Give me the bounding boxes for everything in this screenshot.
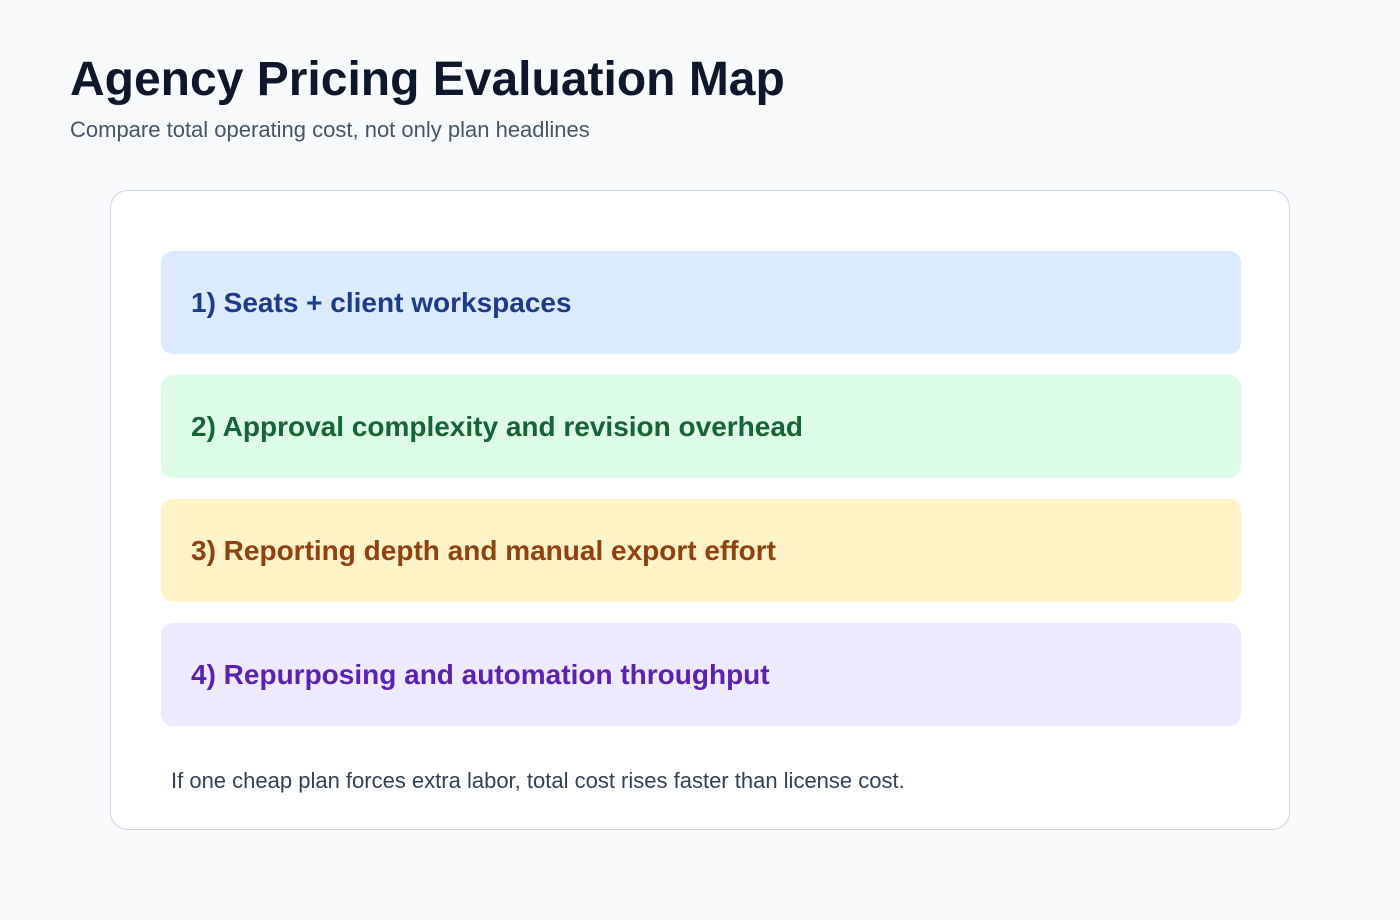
step-seats-workspaces: 1) Seats + client workspaces xyxy=(161,251,1241,354)
step-label: 4) Repurposing and automation throughput xyxy=(191,658,770,690)
evaluation-map-card: 1) Seats + client workspaces 2) Approval… xyxy=(110,190,1290,830)
step-label: 1) Seats + client workspaces xyxy=(191,286,572,318)
step-label: 3) Reporting depth and manual export eff… xyxy=(191,534,776,566)
page-subtitle: Compare total operating cost, not only p… xyxy=(70,117,590,142)
step-repurposing-automation: 4) Repurposing and automation throughput xyxy=(161,623,1241,726)
step-approval-complexity: 2) Approval complexity and revision over… xyxy=(161,375,1241,478)
page-title: Agency Pricing Evaluation Map xyxy=(70,53,785,106)
step-label: 2) Approval complexity and revision over… xyxy=(191,410,804,442)
footnote: If one cheap plan forces extra labor, to… xyxy=(171,768,905,793)
step-reporting-depth: 3) Reporting depth and manual export eff… xyxy=(161,499,1241,602)
